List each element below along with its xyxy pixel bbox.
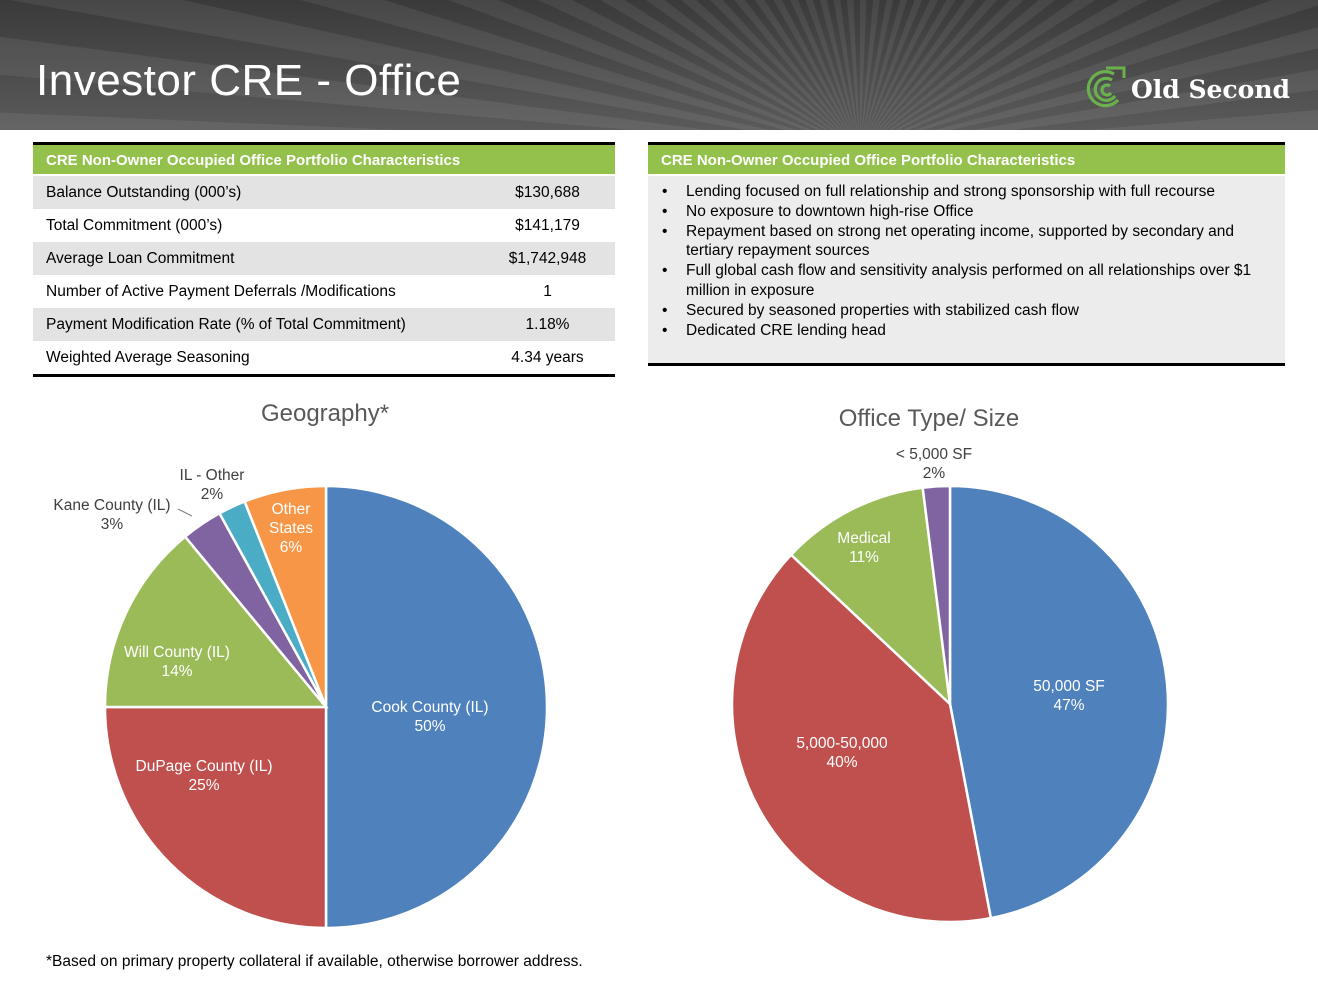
list-item: Lending focused on full relationship and…: [660, 182, 1275, 202]
data-label-kane-county-il: Kane County (IL) 3%: [53, 497, 170, 533]
pie-slice-50-000-sf: [948, 484, 1170, 920]
row-label: Payment Modification Rate (% of Total Co…: [46, 315, 406, 333]
row-value: $130,688: [515, 183, 580, 201]
list-item: Full global cash flow and sensitivity an…: [660, 261, 1275, 301]
logo-text: Old Second: [1131, 74, 1290, 104]
data-label-other-states: Other States 6%: [269, 501, 313, 556]
pie-slice-medical: [789, 486, 952, 708]
header-rays-decoration: [0, 0, 1318, 130]
data-label-will-county-il: Will County (IL) 14%: [124, 644, 230, 680]
footnote: *Based on primary property collateral if…: [46, 953, 583, 970]
pie-slice-cook-county-il: [324, 484, 549, 930]
data-label-50-000-sf: 50,000 SF 47%: [1033, 678, 1105, 714]
portfolio-table: Balance Outstanding (000’s) $130,688 Tot…: [33, 176, 615, 377]
data-label-cook-county-il: Cook County (IL) 50%: [371, 699, 488, 735]
pie-slice-other-states: [243, 484, 328, 708]
row-label: Balance Outstanding (000’s): [46, 183, 242, 201]
table-row: Number of Active Payment Deferrals /Modi…: [33, 275, 615, 308]
data-label-5-000-sf: < 5,000 SF 2%: [896, 446, 972, 482]
row-value: 4.34 years: [511, 348, 584, 366]
office-type-chart-title: Office Type/ Size: [838, 405, 1020, 432]
row-value: $1,742,948: [508, 249, 587, 267]
pie-slice-5-000-50-000: [730, 553, 993, 924]
data-label-dupage-county-il: DuPage County (IL) 25%: [136, 758, 273, 794]
row-label: Weighted Average Seasoning: [46, 348, 250, 366]
list-item: Secured by seasoned properties with stab…: [660, 301, 1275, 321]
data-label-5-000-50-000: 5,000-50,000 40%: [796, 735, 888, 771]
company-logo: Old Second: [1084, 66, 1290, 112]
row-label: Average Loan Commitment: [46, 249, 235, 267]
row-label: Number of Active Payment Deferrals /Modi…: [46, 282, 396, 300]
row-value: 1.18%: [525, 315, 570, 333]
table-row: Payment Modification Rate (% of Total Co…: [33, 308, 615, 341]
list-item: Repayment based on strong net operating …: [660, 222, 1275, 262]
list-item: Dedicated CRE lending head: [660, 321, 1275, 341]
old-second-swirl-logo-icon: [1086, 66, 1126, 108]
table-row: Balance Outstanding (000’s) $130,688: [33, 176, 615, 209]
pie-slice-5-000-sf: [921, 484, 952, 705]
data-label-leader-line: [177, 508, 193, 517]
table-row: Average Loan Commitment $1,742,948: [33, 242, 615, 275]
table-row: Total Commitment (000’s) $141,179: [33, 209, 615, 242]
characteristics-panel: Lending focused on full relationship and…: [648, 176, 1285, 366]
geography-chart-title: Geography*: [260, 400, 390, 427]
row-value: $141,179: [515, 216, 580, 234]
characteristics-list: Lending focused on full relationship and…: [660, 182, 1275, 340]
row-label: Total Commitment (000’s): [46, 216, 223, 234]
pie-slice-will-county-il: [103, 534, 329, 709]
header-banner: Investor CRE - Office Old Second: [0, 0, 1318, 130]
data-label-medical: Medical 11%: [837, 530, 890, 566]
page-title: Investor CRE - Office: [36, 56, 462, 105]
pie-slice-dupage-county-il: [103, 705, 328, 930]
row-value: 1: [543, 282, 552, 300]
data-label-il-other: IL - Other 2%: [180, 467, 245, 503]
list-item: No exposure to downtown high-rise Office: [660, 202, 1275, 222]
table-row: Weighted Average Seasoning 4.34 years: [33, 341, 615, 374]
table-header: CRE Non-Owner Occupied Office Portfolio …: [33, 142, 615, 174]
characteristics-header: CRE Non-Owner Occupied Office Portfolio …: [648, 142, 1285, 174]
